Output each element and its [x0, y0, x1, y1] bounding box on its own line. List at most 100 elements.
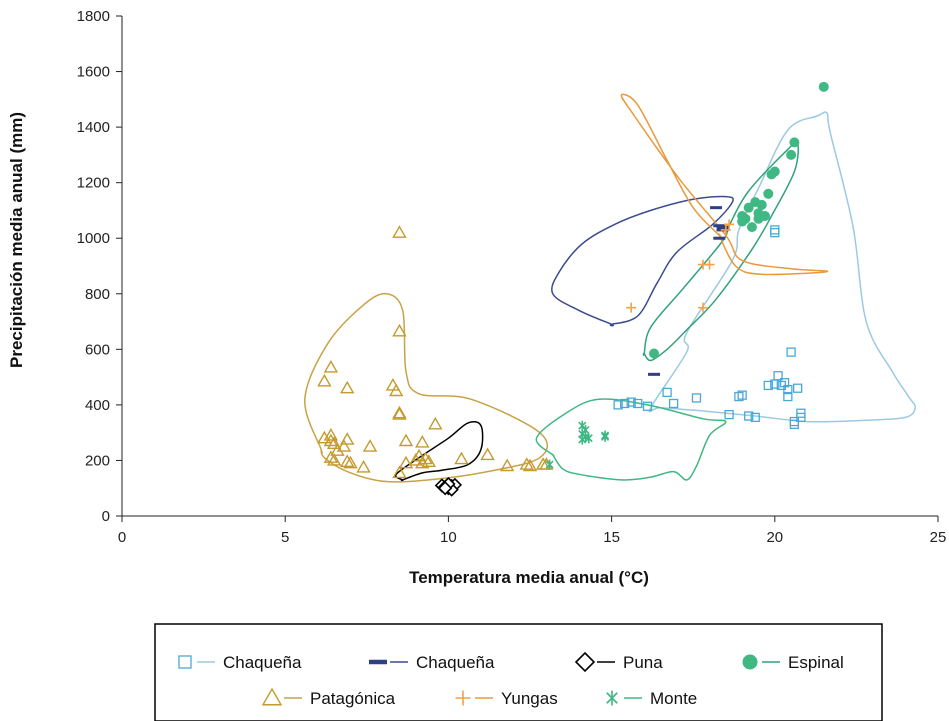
data-point — [392, 465, 407, 479]
data-point — [697, 302, 708, 313]
series-2 — [434, 476, 463, 497]
data-point — [499, 458, 515, 472]
data-point — [323, 359, 339, 373]
data-point — [648, 372, 661, 376]
data-point — [392, 323, 407, 337]
data-point — [421, 454, 437, 468]
legend-label: Chaqueña — [416, 653, 495, 672]
data-point — [737, 216, 748, 227]
legend-item: Espinal — [742, 653, 844, 672]
data-point — [601, 431, 610, 442]
data-point — [519, 457, 534, 470]
legend-item: Puna — [574, 651, 663, 673]
data-point — [763, 188, 774, 199]
data-point — [734, 391, 744, 402]
legend-marker — [178, 655, 192, 669]
data-point — [750, 412, 760, 423]
y-tick-label: 1800 — [77, 8, 110, 25]
legend-label: Puna — [623, 653, 663, 672]
data-point — [438, 481, 453, 496]
data-point — [649, 348, 660, 359]
data-point — [789, 137, 800, 148]
y-tick-label: 1000 — [77, 230, 110, 247]
data-point — [691, 393, 702, 403]
data-point — [336, 439, 352, 452]
envelope-1 — [551, 195, 734, 327]
data-point — [323, 428, 339, 441]
data-point — [720, 224, 731, 235]
axes: 0 5 10 15 20 25 0 200 400 600 800 1000 1200 1400 1600 1… — [77, 8, 947, 546]
data-point — [779, 378, 790, 388]
envelope-5 — [620, 93, 829, 276]
data-point — [323, 433, 339, 447]
data-point — [770, 228, 780, 238]
data-point — [743, 202, 754, 213]
data-point — [398, 455, 414, 469]
legend: Chaqueña Chaqueña Puna Espinal Patagónica Yun… — [154, 623, 883, 721]
data-point — [398, 433, 414, 447]
data-point — [415, 455, 430, 469]
data-point — [584, 433, 593, 444]
data-point — [323, 450, 339, 463]
envelope-2 — [394, 420, 484, 482]
data-point — [522, 458, 538, 472]
y-tick-label: 0 — [102, 508, 110, 525]
data-point — [760, 211, 771, 221]
data-point — [385, 378, 401, 391]
data-point — [737, 390, 747, 400]
series-envelopes — [304, 93, 916, 483]
data-point — [724, 409, 734, 420]
data-point — [773, 371, 783, 381]
legend-label: Yungas — [501, 689, 558, 708]
data-point — [783, 384, 793, 395]
envelope-4 — [304, 292, 549, 483]
data-point — [317, 430, 332, 444]
data-point — [578, 434, 587, 445]
data-point — [362, 439, 378, 452]
x-axis-title: Temperatura media anual (°C) — [409, 568, 649, 587]
data-point — [340, 454, 355, 468]
data-point — [633, 398, 643, 409]
data-point — [626, 302, 637, 313]
data-point — [662, 387, 672, 398]
series-0 — [613, 225, 806, 429]
data-points — [317, 81, 829, 497]
data-point — [340, 432, 355, 445]
legend-item: Yungas — [455, 689, 558, 708]
data-point — [454, 451, 469, 465]
y-tick-label: 800 — [85, 286, 110, 303]
data-point — [411, 448, 427, 462]
series-3 — [649, 81, 829, 359]
data-point — [783, 391, 793, 402]
y-tick-label: 1600 — [77, 64, 110, 81]
x-tick-label: 10 — [440, 529, 457, 546]
data-point — [713, 236, 726, 240]
data-point — [716, 225, 729, 229]
data-point — [744, 411, 754, 421]
data-point — [792, 383, 803, 393]
data-point — [356, 459, 371, 473]
legend-label: Patagónica — [310, 689, 396, 708]
x-tick-label: 25 — [930, 529, 947, 546]
x-tick-label: 0 — [118, 529, 126, 546]
legend-marker — [742, 654, 758, 670]
envelope-3 — [642, 141, 799, 362]
legend-label: Chaqueña — [223, 653, 302, 672]
data-point — [330, 443, 345, 456]
data-point — [626, 397, 636, 407]
data-point — [818, 81, 829, 92]
data-point — [317, 373, 332, 387]
data-point — [786, 347, 796, 357]
data-point — [480, 447, 495, 461]
legend-label: Espinal — [788, 653, 844, 672]
legend-marker — [369, 659, 387, 665]
data-point — [545, 459, 554, 470]
data-point — [620, 398, 630, 409]
data-point — [724, 219, 735, 230]
data-point — [613, 400, 623, 410]
legend-marker — [455, 690, 471, 706]
data-point — [408, 453, 423, 466]
legend-marker — [606, 690, 618, 706]
x-tick-label: 20 — [766, 529, 783, 546]
